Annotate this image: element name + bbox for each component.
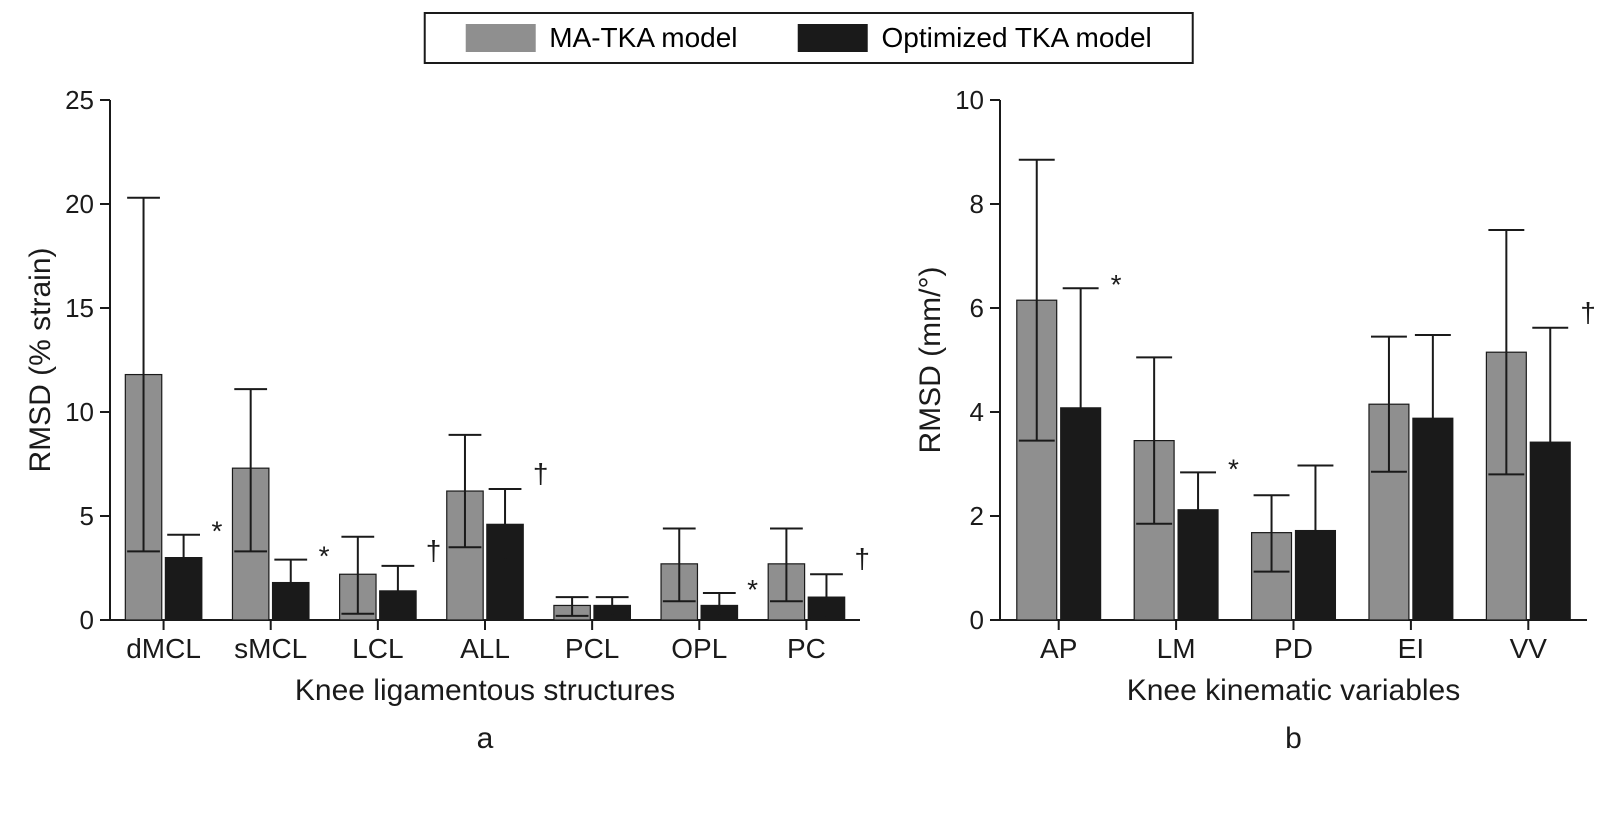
svg-text:4: 4 <box>970 397 984 427</box>
svg-text:ALL: ALL <box>460 633 510 664</box>
svg-text:0: 0 <box>970 605 984 635</box>
svg-text:*: * <box>1228 453 1239 484</box>
charts-row: 0510152025dMCL*sMCL*LCL†ALL†PCLOPL*PC†Kn… <box>0 80 1617 750</box>
svg-text:*: * <box>211 516 222 547</box>
svg-text:*: * <box>747 574 758 605</box>
legend-item-opt: Optimized TKA model <box>798 22 1152 54</box>
svg-text:†: † <box>426 535 442 566</box>
svg-text:20: 20 <box>65 189 94 219</box>
svg-text:10: 10 <box>955 85 984 115</box>
svg-text:0: 0 <box>80 605 94 635</box>
svg-text:RMSD (% strain): RMSD (% strain) <box>24 247 57 472</box>
svg-text:†: † <box>854 543 870 574</box>
svg-text:*: * <box>319 541 330 572</box>
svg-text:Knee kinematic variables: Knee kinematic variables <box>1127 674 1461 707</box>
svg-text:8: 8 <box>970 189 984 219</box>
panel-b: 0 2 4 6 8 10 AP * LM * PD EI VV † Knee kinematic varia… <box>880 80 1617 750</box>
svg-text:VV: VV <box>1510 633 1548 664</box>
panel-a: 0 5 10 15 20 25 dMCL * sMCL * LCL † ALL † PCL OPL * PC † Kn… <box>0 80 880 750</box>
svg-text:sMCL: sMCL <box>234 633 307 664</box>
svg-text:LM: LM <box>1157 633 1196 664</box>
chart-a-svg: 0 5 10 15 20 25 dMCL * sMCL * LCL † ALL † PCL OPL * PC † Kn… <box>0 80 880 780</box>
legend-swatch-opt <box>798 24 868 52</box>
svg-text:6: 6 <box>970 293 984 323</box>
svg-text:5: 5 <box>80 501 94 531</box>
svg-text:OPL: OPL <box>671 633 727 664</box>
svg-text:a: a <box>477 722 494 755</box>
svg-text:Knee ligamentous structures: Knee ligamentous structures <box>295 674 675 707</box>
svg-text:b: b <box>1285 722 1302 755</box>
legend-label-ma: MA-TKA model <box>549 22 737 54</box>
legend-item-ma: MA-TKA model <box>465 22 737 54</box>
svg-text:PD: PD <box>1274 633 1313 664</box>
legend-label-opt: Optimized TKA model <box>882 22 1152 54</box>
chart-b-svg: 0 2 4 6 8 10 AP * LM * PD EI VV † Knee kinematic varia… <box>880 80 1617 780</box>
svg-text:dMCL: dMCL <box>126 633 201 664</box>
svg-text:PC: PC <box>787 633 826 664</box>
svg-text:LCL: LCL <box>352 633 403 664</box>
svg-text:*: * <box>1111 269 1122 300</box>
figure-page: MA-TKA model Optimized TKA model 0 5 10 15 2… <box>0 0 1617 816</box>
legend-swatch-ma <box>465 24 535 52</box>
svg-text:15: 15 <box>65 293 94 323</box>
svg-text:EI: EI <box>1398 633 1424 664</box>
svg-text:PCL: PCL <box>565 633 619 664</box>
svg-text:AP: AP <box>1040 633 1077 664</box>
svg-text:2: 2 <box>970 501 984 531</box>
svg-text:RMSD (mm/°): RMSD (mm/°) <box>914 267 947 454</box>
svg-text:†: † <box>1580 297 1596 328</box>
svg-text:†: † <box>533 458 549 489</box>
svg-text:10: 10 <box>65 397 94 427</box>
svg-text:25: 25 <box>65 85 94 115</box>
legend: MA-TKA model Optimized TKA model <box>423 12 1194 64</box>
